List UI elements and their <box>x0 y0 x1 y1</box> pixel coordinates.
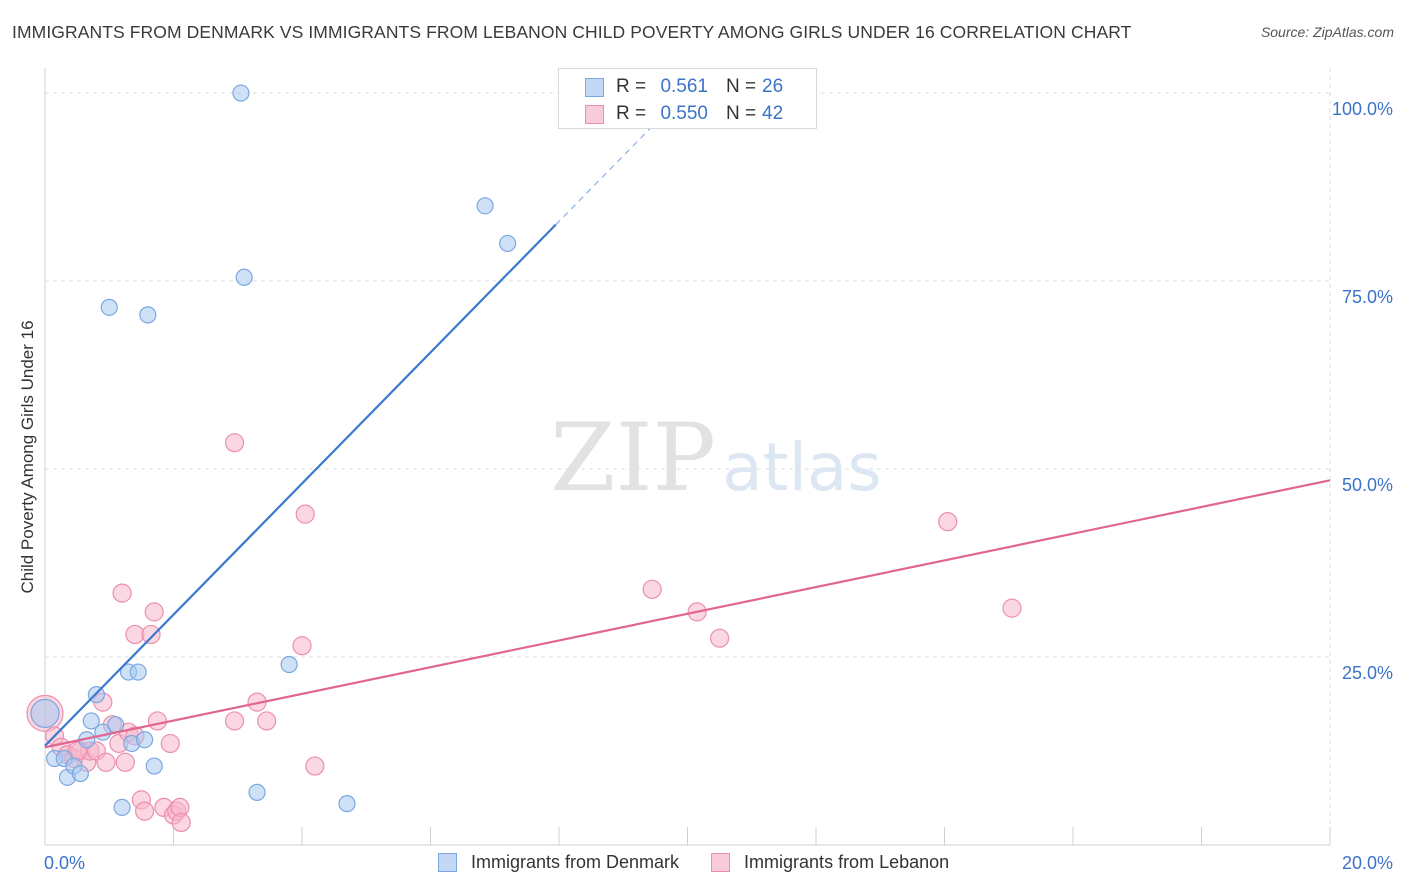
data-point <box>1002 598 1022 618</box>
data-point <box>171 812 191 833</box>
denmark-trend-line <box>44 223 557 747</box>
data-point <box>499 234 517 253</box>
lebanon-trend-line <box>44 479 1331 749</box>
denmark-r-value: 0.561 <box>660 76 708 97</box>
legend-row-lebanon: R = 0.550 N = 42 <box>585 101 783 127</box>
data-point <box>232 84 250 102</box>
lebanon-r-value: 0.550 <box>660 103 708 124</box>
tick-labels: 25.0% 50.0% 75.0% 100.0% 0.0% 20.0% <box>44 99 1393 873</box>
data-point <box>135 731 154 749</box>
data-point <box>125 624 145 645</box>
legend-item-lebanon[interactable]: Immigrants from Lebanon <box>711 852 949 873</box>
y-axis-label: Child Poverty Among Girls Under 16 <box>18 320 37 593</box>
data-point <box>476 197 494 215</box>
data-point <box>100 298 118 316</box>
n-label: N = <box>726 76 757 97</box>
data-point <box>305 756 325 776</box>
data-point <box>112 583 132 603</box>
y-tick-label: 25.0% <box>1342 663 1393 683</box>
data-point <box>224 711 245 731</box>
data-point <box>134 801 155 821</box>
y-tick-label: 50.0% <box>1342 475 1393 495</box>
series-legend: Immigrants from Denmark Immigrants from … <box>438 852 981 873</box>
data-point <box>144 602 164 622</box>
y-tick-label: 75.0% <box>1342 287 1393 307</box>
r-label: R = <box>616 76 647 97</box>
data-point <box>338 795 356 813</box>
watermark-atlas: atlas <box>722 429 882 506</box>
data-point <box>147 711 168 731</box>
lebanon-legend-swatch <box>711 853 731 872</box>
x-tick-label-max: 20.0% <box>1342 853 1393 873</box>
trend-lines <box>44 122 1331 749</box>
data-point <box>160 733 180 754</box>
data-point <box>139 306 157 324</box>
lebanon-points <box>26 433 1022 833</box>
correlation-legend: R = 0.561 N = 26 R = 0.550 N = 42 <box>558 68 817 129</box>
data-point <box>938 512 958 532</box>
legend-row-denmark: R = 0.561 N = 26 <box>585 74 783 100</box>
data-point <box>235 268 253 286</box>
denmark-legend-swatch <box>438 853 457 872</box>
chart-title: IMMIGRANTS FROM DENMARK VS IMMIGRANTS FR… <box>12 22 1132 42</box>
data-point <box>642 579 662 599</box>
denmark-n-value: 26 <box>762 76 784 97</box>
watermark: ZIP atlas <box>550 404 882 513</box>
denmark-swatch <box>585 77 604 97</box>
data-point <box>710 628 730 648</box>
source-label: Source: ZipAtlas.com <box>1260 24 1394 40</box>
data-point <box>71 764 89 783</box>
data-point <box>129 663 147 681</box>
data-point <box>30 698 60 729</box>
y-tick-label: 100.0% <box>1332 99 1393 119</box>
data-point <box>295 504 315 524</box>
data-point <box>141 624 161 645</box>
lebanon-swatch <box>585 104 604 124</box>
data-point <box>280 655 298 674</box>
denmark-legend-label: Immigrants from Denmark <box>471 852 680 872</box>
data-point <box>248 783 266 801</box>
r-label: R = <box>616 103 647 124</box>
x-tick-label-min: 0.0% <box>44 853 85 873</box>
lebanon-legend-label: Immigrants from Lebanon <box>744 852 950 872</box>
data-point <box>257 711 277 731</box>
data-point <box>115 752 135 772</box>
denmark-points <box>30 84 517 817</box>
data-point <box>113 798 131 817</box>
data-point <box>292 636 312 656</box>
denmark-trend-extension <box>555 122 656 226</box>
data-point <box>82 712 100 730</box>
data-point <box>96 752 116 772</box>
data-point <box>145 757 163 775</box>
data-point <box>224 433 245 453</box>
lebanon-n-value: 42 <box>762 103 784 124</box>
legend-item-denmark[interactable]: Immigrants from Denmark <box>438 852 679 873</box>
watermark-zip: ZIP <box>550 404 716 513</box>
n-label: N = <box>726 103 757 124</box>
